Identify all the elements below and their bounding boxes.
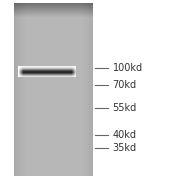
Text: 35kd: 35kd xyxy=(113,143,137,153)
Text: 100kd: 100kd xyxy=(113,63,143,73)
Text: 55kd: 55kd xyxy=(113,103,137,113)
Text: 40kd: 40kd xyxy=(113,130,137,140)
Text: 70kd: 70kd xyxy=(113,80,137,90)
